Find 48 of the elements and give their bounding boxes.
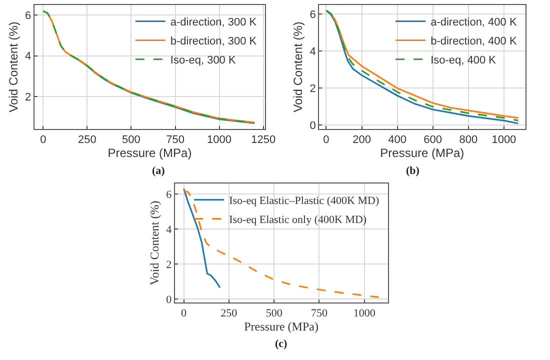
y-tick-label: 4 xyxy=(310,46,316,58)
legend-label: a-direction, 400 K xyxy=(430,16,518,29)
x-axis-title: Pressure (MPa) xyxy=(108,146,192,160)
y-axis-title: Void Content (%) xyxy=(6,22,20,112)
y-axis-title: Void Content (%) xyxy=(291,22,306,112)
x-axis-title: Pressure (MPa) xyxy=(244,320,318,334)
x-tick-label: 500 xyxy=(266,308,283,320)
legend-label: Iso-eq, 300 K xyxy=(170,54,236,67)
x-tick-label: 250 xyxy=(220,308,238,320)
text: (b) xyxy=(406,165,420,177)
x-tick-label: 400 xyxy=(388,134,406,146)
x-axis-title: Pressure (MPa) xyxy=(380,146,464,160)
x-tick-label: 600 xyxy=(424,134,442,146)
text: (a) xyxy=(152,165,166,177)
x-tick-label: 1250 xyxy=(251,134,276,146)
legend-label: b-direction, 400 K xyxy=(430,36,518,48)
x-tick-label: 1000 xyxy=(353,308,376,320)
legend-label: Iso-eq, 400 K xyxy=(430,54,497,67)
y-tick-label: 4 xyxy=(25,50,32,63)
x-tick-label: 1000 xyxy=(492,134,516,146)
text: (c) xyxy=(275,338,288,350)
legend-label: Iso-eq Elastic only (400K MD) xyxy=(229,214,367,226)
y-tick-label: 0 xyxy=(166,294,172,306)
legend-label: Iso-eq Elastic–Plastic (400K MD) xyxy=(229,195,380,208)
y-tick-label: 2 xyxy=(166,258,172,271)
y-axis-title: Void Content (%) xyxy=(147,200,162,286)
y-tick-label: 6 xyxy=(166,188,172,201)
x-tick-label: 0 xyxy=(40,134,46,146)
y-tick-label: 0 xyxy=(310,120,316,132)
y-tick-label: 6 xyxy=(25,10,32,22)
x-tick-label: 0 xyxy=(323,134,330,146)
x-tick-label: 250 xyxy=(78,134,96,146)
y-tick-label: 4 xyxy=(166,224,172,236)
x-tick-label: 500 xyxy=(122,134,140,146)
x-tick-label: 0 xyxy=(181,308,188,320)
legend-label: b-direction, 300 K xyxy=(170,36,258,48)
x-tick-label: 750 xyxy=(310,308,328,320)
y-tick-label: 6 xyxy=(310,9,316,22)
x-tick-label: 200 xyxy=(352,134,371,146)
y-tick-label: 2 xyxy=(25,91,32,104)
y-tick-label: 2 xyxy=(310,83,316,96)
x-tick-label: 800 xyxy=(459,134,478,146)
line-series xyxy=(182,190,380,298)
legend-label: a-direction, 300 K xyxy=(170,16,258,29)
x-tick-label: 750 xyxy=(166,134,184,146)
line-series xyxy=(182,188,221,288)
x-tick-label: 1000 xyxy=(207,134,232,146)
line-series xyxy=(68,54,256,124)
